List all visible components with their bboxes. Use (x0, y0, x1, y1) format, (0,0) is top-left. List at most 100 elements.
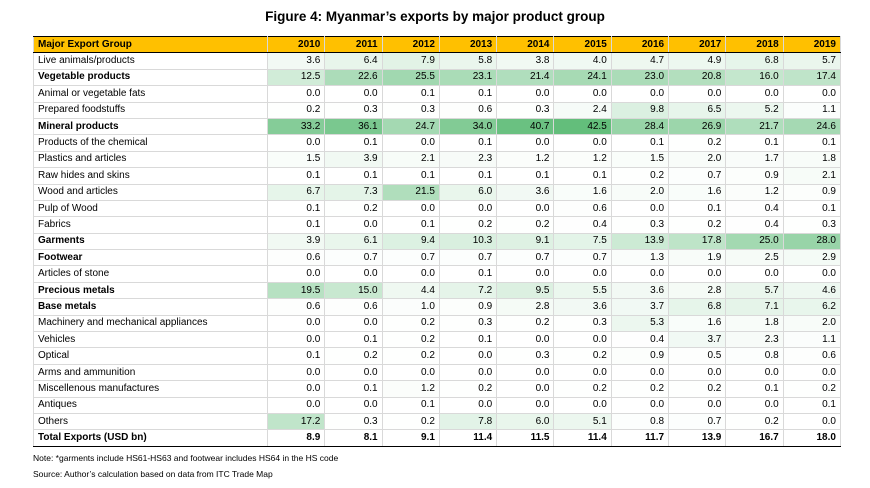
table-cell: 0.0 (668, 85, 727, 103)
table-cell: 0.0 (496, 396, 555, 414)
table-cell: 0.2 (553, 347, 612, 365)
row-label: Articles of stone (33, 265, 268, 283)
table-cell: 5.2 (725, 101, 784, 119)
table-cell: 0.1 (381, 167, 440, 185)
table-cell: 1.8 (725, 314, 784, 333)
table-cell: 0.0 (496, 199, 555, 218)
header-year: 2016 (610, 35, 670, 54)
table-cell: 0.1 (438, 85, 498, 103)
table-cell: 0.6 (553, 199, 612, 218)
table-row: Vegetable products 12.5 22.6 25.5 23.1 21.4 24… (33, 68, 841, 87)
table-cell: 0.0 (496, 331, 555, 349)
table-cell: 0.1 (266, 167, 326, 185)
table-cell: 0.7 (668, 167, 727, 185)
table-cell: 2.5 (725, 249, 784, 267)
table-cell: 0.0 (381, 134, 440, 152)
table-cell: 0.6 (782, 347, 841, 365)
table-cell: 20.8 (668, 68, 727, 87)
table-cell: 34.0 (438, 117, 498, 136)
table-cell: 7.2 (438, 281, 498, 300)
table-cell: 0.3 (496, 347, 555, 365)
table-cell: 0.1 (668, 199, 727, 218)
table-cell: 33.2 (266, 117, 326, 136)
header-year: 2010 (266, 35, 326, 54)
table-cell: 2.1 (782, 167, 841, 185)
table-cell: 2.9 (782, 249, 841, 267)
table-row: Pulp of Wood 0.1 0.2 0.0 0.0 0.0 0.6 0.0 0.1 0.4 0… (33, 199, 841, 218)
table-row: Antiques 0.0 0.0 0.1 0.0 0.0 0.0 0.0 0.0 0.0 0.1 (33, 396, 841, 414)
table-cell: 5.7 (782, 52, 841, 70)
table-cell: 0.0 (266, 380, 326, 398)
table-cell: 0.1 (496, 167, 555, 185)
table-cell: 36.1 (324, 117, 383, 136)
table-cell: 3.9 (324, 150, 383, 169)
table-cell: 0.6 (266, 249, 326, 267)
row-label: Live animals/products (33, 52, 268, 70)
table-cell: 0.2 (610, 167, 670, 185)
table-cell: 3.6 (553, 298, 612, 316)
table-row: Machinery and mechanical appliances 0.0 0.… (33, 314, 841, 333)
table-cell: 0.3 (381, 101, 440, 119)
table-cell: 0.0 (381, 363, 440, 382)
table-cell: 0.0 (496, 134, 555, 152)
header-major-export-group: Major Export Group (33, 35, 268, 54)
row-label: Mineral products (33, 117, 268, 136)
table-cell: 0.0 (610, 85, 670, 103)
row-label: Prepared foodstuffs (33, 101, 268, 119)
table-cell: 0.1 (324, 331, 383, 349)
table-cell: 0.1 (610, 134, 670, 152)
row-label: Vegetable products (33, 68, 268, 87)
table-cell: 0.9 (610, 347, 670, 365)
table-cell: 3.7 (668, 331, 727, 349)
table-cell: 0.1 (438, 134, 498, 152)
table-row: Optical 0.1 0.2 0.2 0.0 0.3 0.2 0.9 0.5 0.8 0.6 (33, 347, 841, 365)
table-cell: 0.0 (324, 396, 383, 414)
table-cell: 0.1 (782, 396, 841, 414)
table-cell: 0.0 (266, 134, 326, 152)
row-label: Precious metals (33, 281, 268, 300)
total-cell: 11.4 (438, 429, 498, 447)
header-year: 2019 (782, 35, 841, 54)
table-cell: 0.7 (381, 249, 440, 267)
table-cell: 0.1 (438, 331, 498, 349)
table-cell: 0.0 (496, 380, 555, 398)
table-cell: 2.4 (553, 101, 612, 119)
table-cell: 0.2 (496, 314, 555, 333)
table-cell: 0.2 (782, 380, 841, 398)
table-cell: 0.1 (266, 347, 326, 365)
table-cell: 0.2 (266, 101, 326, 119)
table-cell: 3.6 (266, 52, 326, 70)
table-cell: 6.8 (725, 52, 784, 70)
table-cell: 0.2 (668, 380, 727, 398)
header-year: 2014 (496, 35, 555, 54)
table-row: Vehicles 0.0 0.1 0.2 0.1 0.0 0.0 0.4 3.7 2.3 1.1 (33, 331, 841, 349)
table-cell: 0.8 (725, 347, 784, 365)
table-row: Arms and ammunition 0.0 0.0 0.0 0.0 0.0 0.0 0.0… (33, 363, 841, 382)
table-cell: 5.8 (438, 52, 498, 70)
table-cell: 0.7 (553, 249, 612, 267)
table-cell: 0.3 (610, 216, 670, 234)
table-cell: 28.0 (782, 232, 841, 251)
table-cell: 9.5 (496, 281, 555, 300)
table-cell: 6.5 (668, 101, 727, 119)
table-cell: 0.1 (381, 216, 440, 234)
table-cell: 0.7 (438, 249, 498, 267)
table-cell: 6.1 (324, 232, 383, 251)
table-cell: 2.8 (496, 298, 555, 316)
table-cell: 0.3 (553, 314, 612, 333)
table-cell: 1.2 (496, 150, 555, 169)
table-cell: 17.8 (668, 232, 727, 251)
table-cell: 0.0 (782, 265, 841, 283)
footnote-note: Note: *garments include HS61-HS63 and fo… (33, 453, 339, 463)
table-cell: 3.8 (496, 52, 555, 70)
table-row: Garments 3.9 6.1 9.4 10.3 9.1 7.5 13.9 17.8 25.0 2… (33, 232, 841, 251)
table-cell: 24.1 (553, 68, 612, 87)
total-cell: 8.1 (324, 429, 383, 447)
total-cell: 16.7 (725, 429, 784, 447)
table-cell: 0.1 (266, 199, 326, 218)
table-cell: 6.0 (438, 183, 498, 201)
table-cell: 1.5 (266, 150, 326, 169)
table-cell: 5.1 (553, 412, 612, 431)
table-cell: 0.4 (610, 331, 670, 349)
table-cell: 0.2 (324, 347, 383, 365)
